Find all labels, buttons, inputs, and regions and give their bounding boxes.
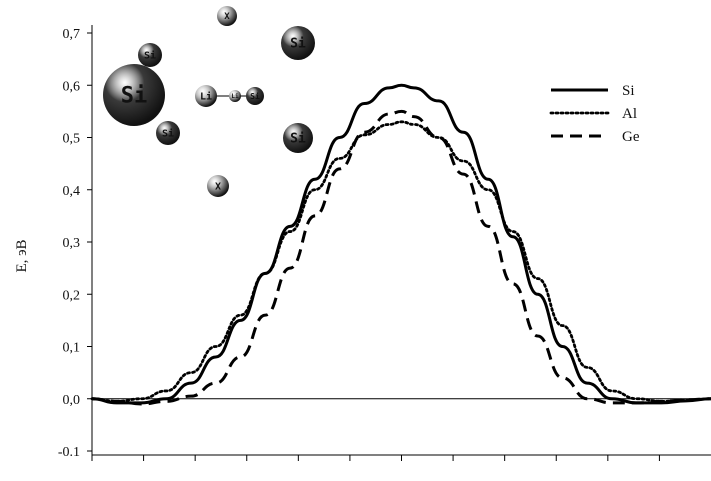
y-tick-label: 0,7	[63, 27, 81, 42]
series-line-si	[92, 85, 711, 403]
legend-label-si: Si	[622, 83, 635, 99]
chart-legend: Si Al Ge	[551, 83, 640, 145]
y-tick-label: 0,3	[63, 236, 81, 251]
atom-label: Si	[250, 91, 260, 101]
y-tick-label: 0,5	[63, 132, 81, 147]
y-tick-label: 0,2	[63, 288, 81, 303]
atom-label: Si	[290, 132, 306, 147]
atom-label: Li	[200, 91, 212, 103]
atom-label: Si	[144, 50, 156, 62]
series-line-ge	[92, 111, 711, 404]
legend-label-ge: Ge	[622, 129, 640, 145]
atom-label: Si	[121, 84, 148, 109]
legend-label-al: Al	[622, 106, 637, 122]
chart-series	[92, 85, 711, 404]
y-tick-label: 0,4	[63, 184, 81, 199]
y-tick-label: 0,6	[63, 79, 81, 94]
molecule-inset: Si Si Si Si Si Li Li Si X X	[103, 6, 315, 197]
atom-label: X	[224, 12, 230, 22]
y-tick-label: -0.1	[58, 445, 80, 460]
y-tick-label: 0,0	[63, 393, 81, 408]
y-axis-title: E, эВ	[14, 239, 30, 272]
atom-label: Li	[231, 93, 239, 100]
y-tick-label: 0,1	[63, 341, 81, 356]
atom-label: Si	[290, 37, 306, 52]
series-line-al	[92, 122, 711, 402]
atom-label: Si	[162, 128, 174, 140]
atom-label: X	[215, 182, 221, 193]
